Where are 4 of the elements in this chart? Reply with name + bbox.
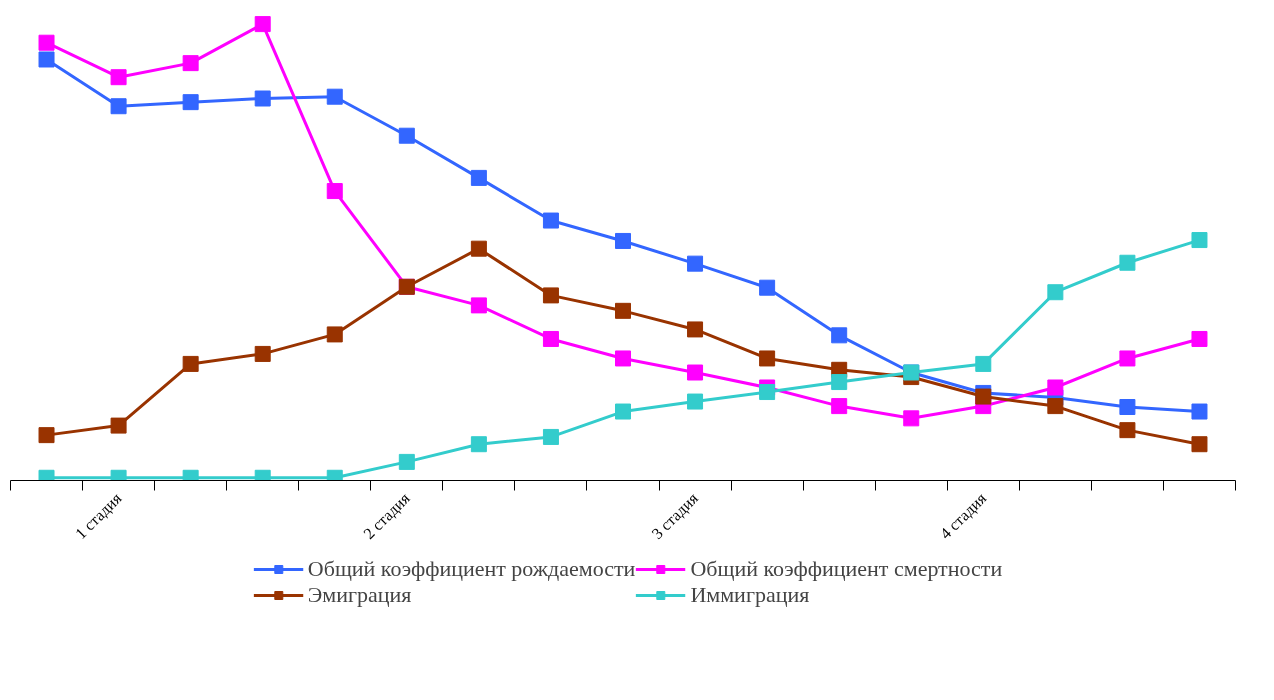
legend-label: Иммиграция	[690, 582, 810, 608]
legend-label: Общий коэффициент смертности	[690, 556, 1003, 582]
legend-label: Эмиграция	[307, 582, 412, 608]
legend-label: Общий коэффициент рождаемости	[307, 556, 636, 582]
